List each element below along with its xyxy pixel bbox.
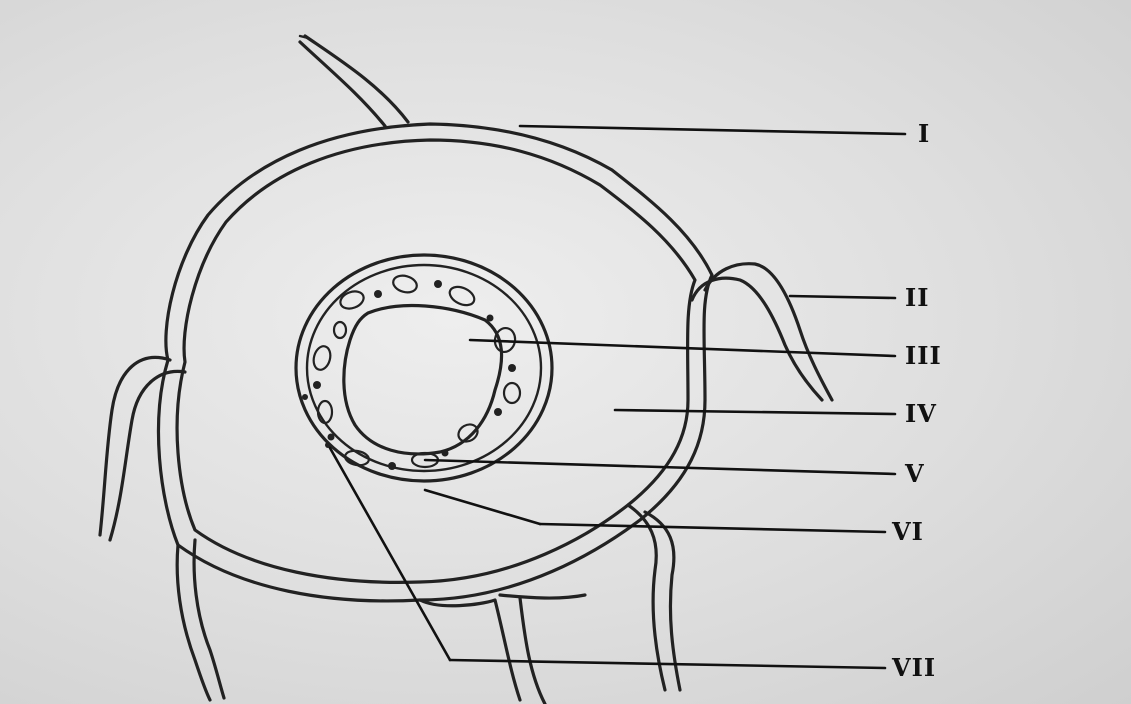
leader-I — [518, 124, 907, 136]
leader-IV — [613, 408, 897, 416]
label-V: V — [905, 459, 925, 488]
label-IV: IV — [905, 399, 937, 428]
leader-V — [423, 458, 897, 476]
stele — [294, 253, 554, 483]
outer-wall — [156, 122, 714, 603]
label-II: II — [905, 283, 930, 312]
leader-VI-b — [538, 522, 887, 534]
label-III: III — [905, 341, 942, 370]
leader-VII-b — [448, 658, 887, 670]
label-I: I — [918, 119, 931, 148]
top-hair-projection — [298, 34, 410, 128]
xylem-dots — [302, 280, 516, 470]
left-hair-projection — [98, 355, 187, 542]
leader-VI — [423, 488, 542, 526]
right-hair-projection — [690, 262, 834, 402]
label-VI: VI — [892, 517, 924, 546]
pith-outline — [342, 303, 504, 456]
label-VII: VII — [892, 653, 937, 682]
leader-VII — [328, 446, 452, 662]
vascular-bundles — [312, 274, 522, 469]
leader-III — [468, 338, 897, 358]
bottom-adjacent-cell — [418, 593, 587, 704]
leader-II — [788, 294, 897, 300]
leader-lines — [328, 124, 907, 670]
bottom-left-projection — [175, 538, 226, 702]
